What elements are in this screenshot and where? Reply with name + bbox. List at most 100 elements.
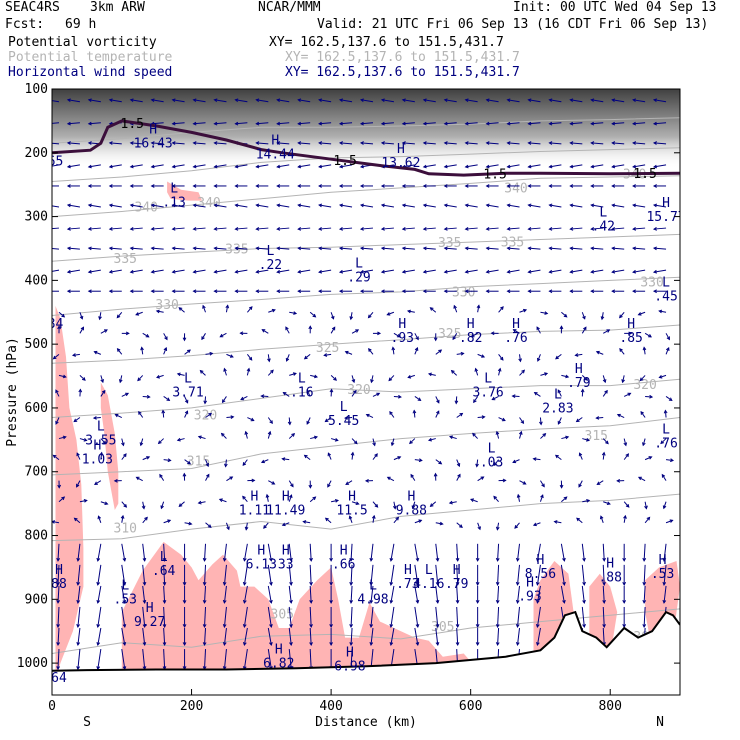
wind-arrowhead [282, 392, 287, 396]
wind-arrowhead [365, 413, 370, 418]
theta-label: 310 [114, 521, 137, 536]
wind-arrowhead [303, 355, 308, 360]
wind-vector [79, 375, 86, 381]
wind-arrowhead [521, 369, 526, 374]
wind-vector [141, 347, 144, 355]
wind-arrowhead [415, 557, 420, 562]
wind-vector [492, 396, 499, 400]
wind-vector [142, 585, 146, 603]
wind-vector [223, 649, 227, 670]
tropopause-label: 1.5 [633, 167, 656, 182]
wind-arrowhead [108, 269, 113, 274]
wind-arrowhead [251, 478, 256, 483]
wind-vector [423, 142, 436, 145]
wind-arrowhead [359, 289, 364, 294]
wind-vector [268, 480, 275, 485]
wind-vector [267, 648, 272, 670]
wind-arrowhead [389, 599, 394, 604]
terrain-line [52, 610, 680, 672]
wind-vector [351, 501, 359, 505]
hl-value: 11.49 [266, 503, 305, 518]
wind-vector [663, 564, 667, 585]
wind-vector [351, 438, 358, 444]
wind-vector [430, 307, 437, 313]
wind-vector [561, 436, 569, 440]
wind-vector [214, 122, 227, 125]
wind-vector [497, 606, 500, 627]
wind-vector [390, 564, 395, 585]
theta-label: 340 [197, 196, 220, 211]
wind-arrowhead [422, 184, 427, 188]
wind-arrowhead [150, 184, 155, 188]
wind-vector [393, 332, 401, 338]
wind-vector [537, 354, 541, 362]
wind-arrowhead [536, 557, 540, 562]
wind-vector [591, 142, 604, 145]
wind-vector [109, 164, 122, 168]
wind-vector [243, 564, 248, 585]
wind-arrowhead [192, 141, 197, 145]
hl-value: .85 [619, 331, 642, 346]
wind-vector [256, 227, 269, 230]
wind-arrowhead [161, 409, 166, 414]
wind-arrowhead [242, 624, 247, 629]
wind-vector [602, 452, 605, 460]
wind-arrowhead [646, 516, 651, 521]
wind-arrowhead [427, 372, 432, 377]
wind-vector [581, 564, 585, 585]
hl-marker: H [146, 601, 154, 616]
wind-vector [267, 354, 270, 362]
wind-arrowhead [470, 498, 475, 503]
wind-vector [423, 164, 436, 168]
wind-arrowhead [586, 499, 591, 503]
wind-vector [528, 99, 541, 103]
wind-arrowhead [661, 473, 666, 478]
wind-arrowhead [81, 377, 86, 381]
wind-vector [235, 99, 248, 103]
wind-arrowhead [293, 311, 298, 315]
wind-vector [142, 627, 146, 646]
wind-arrowhead [456, 463, 461, 468]
wind-vector [519, 480, 526, 485]
wind-vector [79, 327, 84, 334]
wind-vector [267, 417, 273, 424]
wind-vector [193, 164, 206, 168]
wind-vector [633, 99, 646, 103]
wind-arrowhead [87, 226, 92, 231]
wind-arrowhead [548, 269, 553, 274]
wind-vector [653, 204, 667, 208]
wind-arrowhead [348, 515, 353, 520]
wind-vector [306, 389, 311, 397]
wind-arrowhead [443, 184, 448, 188]
hl-value: .45 [654, 290, 677, 305]
theta-label: 335 [114, 252, 137, 267]
wind-vector [163, 585, 166, 603]
wind-arrowhead [506, 184, 511, 188]
wind-arrowhead [76, 599, 81, 604]
wind-vector [435, 410, 440, 418]
wind-arrowhead [114, 413, 119, 418]
wind-arrowhead [76, 642, 81, 647]
wind-vector [172, 142, 185, 145]
wind-vector [528, 227, 541, 230]
hl-marker: H [250, 489, 258, 504]
wind-vector [408, 374, 415, 378]
wind-arrowhead [652, 269, 658, 274]
wind-arrowhead [380, 98, 385, 102]
wind-arrowhead [600, 316, 605, 321]
wind-arrowhead [47, 247, 50, 250]
wind-arrowhead [276, 289, 281, 294]
wind-vector [663, 543, 667, 561]
wind-arrowhead [495, 624, 500, 629]
wind-vector [121, 564, 126, 585]
wind-vector [267, 369, 274, 376]
hl-marker: H [340, 544, 348, 559]
wind-arrowhead [188, 521, 193, 526]
wind-arrowhead [138, 410, 142, 415]
theta-contours: 3053053033103153153203203203253253303303… [52, 117, 680, 654]
wind-arrowhead [506, 203, 511, 208]
wind-arrowhead [427, 437, 433, 442]
wind-arrowhead [414, 346, 419, 351]
hl-marker: L [160, 550, 168, 565]
wind-arrowhead [435, 557, 440, 562]
